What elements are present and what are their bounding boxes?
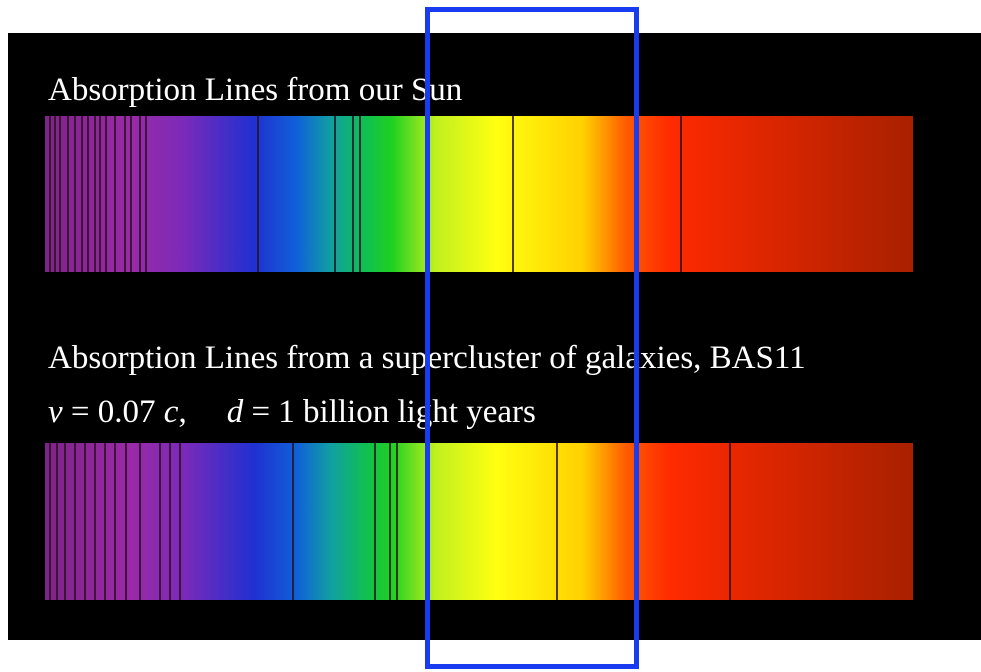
sun-caption: Absorption Lines from our Sun: [48, 72, 462, 108]
galaxy-spectrum: [45, 443, 913, 600]
distance-symbol: d: [227, 394, 244, 430]
galaxy-params: v = 0.07 c, d = 1 billion light years: [48, 394, 536, 430]
velocity-value: = 0.07: [63, 394, 164, 430]
sun-spectrum: [45, 116, 913, 272]
separator: ,: [178, 394, 186, 430]
speed-of-light-symbol: c: [164, 394, 179, 430]
velocity-symbol: v: [48, 394, 63, 430]
page: {"slide": { "sun_caption": "Absorption L…: [0, 0, 981, 672]
distance-value: = 1 billion light years: [243, 394, 536, 430]
slide-screenshot: Absorption Lines from our Sun Absorption…: [0, 0, 981, 672]
